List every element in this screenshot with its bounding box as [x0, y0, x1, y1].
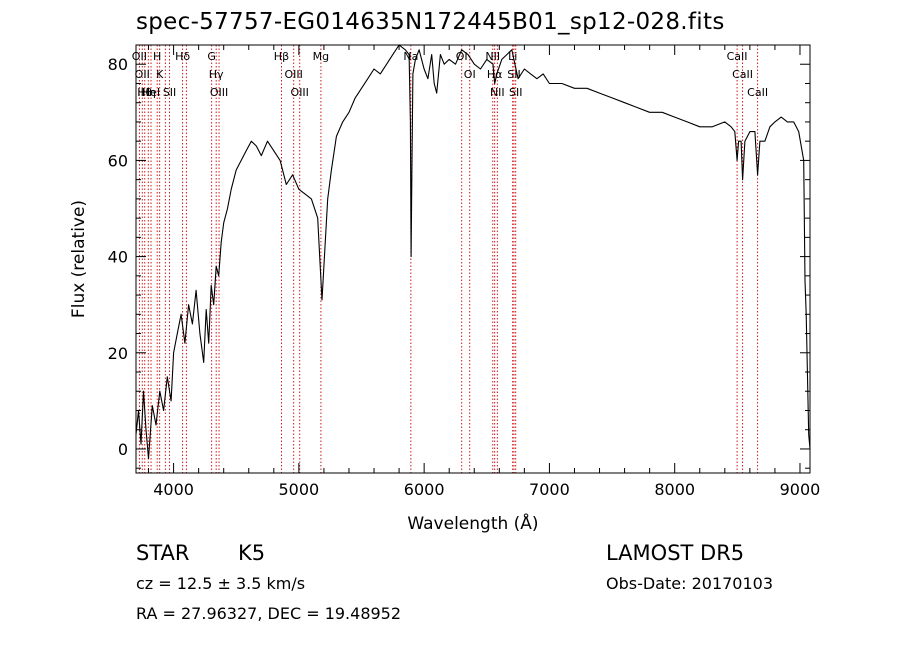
y-axis-label: Flux (relative): [69, 200, 89, 318]
x-tick-label: 7000: [529, 480, 570, 499]
spectrum-line: [135, 44, 811, 460]
line-label: Hβ: [274, 50, 289, 63]
line-label: OII: [135, 68, 150, 81]
line-label: Hθ: [137, 86, 152, 99]
line-label: Hδ: [175, 50, 190, 63]
line-label: OIII: [210, 86, 228, 99]
chart-title: spec-57757-EG014635N172445B01_sp12-028.f…: [136, 9, 725, 35]
x-tick-label: 5000: [279, 480, 320, 499]
y-tick-label: 20: [108, 344, 128, 363]
line-label: Hη: [141, 86, 156, 99]
line-label: SII: [509, 86, 522, 99]
line-label: H: [153, 50, 161, 63]
sky-coordinates: RA = 27.96327, DEC = 19.48952: [136, 604, 402, 623]
object-class: STAR: [136, 541, 190, 565]
line-label: Na: [403, 50, 418, 63]
line-label: SII: [163, 86, 176, 99]
x-tick-label: 6000: [404, 480, 445, 499]
y-tick-label: 0: [118, 440, 128, 459]
line-label: Hα: [487, 68, 503, 81]
line-label: OI: [456, 50, 468, 63]
x-tick-label: 8000: [654, 480, 695, 499]
survey-name: LAMOST DR5: [606, 541, 745, 565]
line-label: K: [156, 68, 164, 81]
line-label: CaII: [747, 86, 768, 99]
line-label: OII: [132, 50, 147, 63]
observation-date: Obs-Date: 20170103: [606, 574, 774, 593]
y-tick-label: 60: [108, 151, 128, 170]
redshift-value: cz = 12.5 ± 3.5 km/s: [136, 574, 306, 593]
x-tick-label: 9000: [780, 480, 821, 499]
line-label: HeI: [142, 86, 160, 99]
y-tick-label: 40: [108, 248, 128, 267]
x-axis-label: Wavelength (Å): [407, 512, 538, 534]
line-label: OIII: [291, 86, 309, 99]
line-label: NII: [490, 86, 505, 99]
y-tick-label: 80: [108, 55, 128, 74]
line-label: G: [207, 50, 216, 63]
plot-frame: [135, 44, 811, 474]
line-label: SII: [507, 68, 520, 81]
line-label: OI: [464, 68, 476, 81]
line-label: Hγ: [209, 68, 224, 81]
object-subclass: K5: [238, 541, 266, 565]
x-tick-label: 4000: [153, 480, 194, 499]
line-label: Mg: [313, 50, 329, 63]
line-label: CaII: [727, 50, 748, 63]
line-label: CaII: [732, 68, 753, 81]
line-label: OIII: [285, 68, 303, 81]
line-label: NII: [485, 50, 500, 63]
